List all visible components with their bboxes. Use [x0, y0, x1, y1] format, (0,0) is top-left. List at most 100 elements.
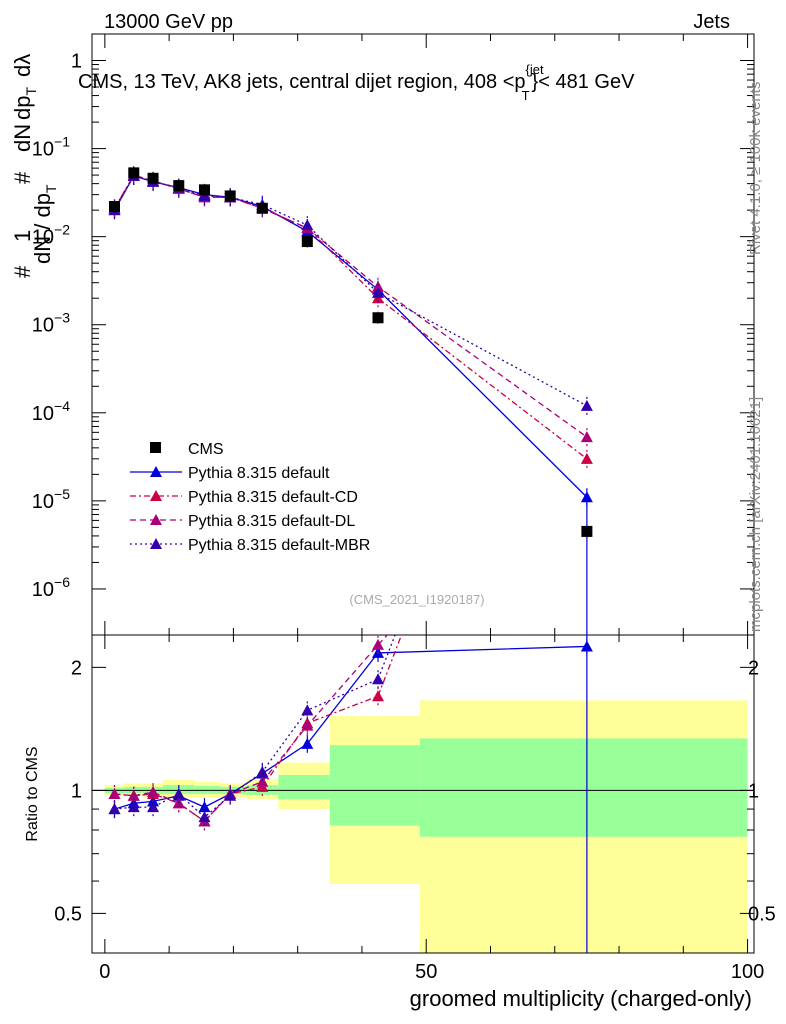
mbr-ratio-marker	[224, 789, 237, 801]
ratio-y-tick-label-right: 1	[748, 780, 759, 802]
legend-marker	[150, 514, 162, 525]
rivet-version: Rivet 4.1.0, ≥ 100k events	[747, 82, 764, 255]
mbr-ratio-marker	[395, 615, 407, 626]
ratio-y-tick-label-right: 0.5	[748, 903, 776, 925]
y-tick-label: 10−6	[32, 574, 70, 601]
header-right: Jets	[693, 11, 730, 33]
default-ratio-marker	[301, 737, 314, 749]
legend-label: CMS	[188, 441, 224, 458]
mbr-ratio-marker	[108, 803, 121, 815]
mcplots-credit: mcplots.cern.ch [arXiv:2401.10621]	[747, 397, 764, 632]
cd-ratio-marker	[401, 615, 413, 626]
legend-label: Pythia 8.315 default-CD	[188, 489, 358, 506]
default-line	[113, 175, 588, 498]
x-tick-label: 50	[415, 961, 437, 983]
dl-ratio-marker	[127, 789, 140, 801]
cd-marker	[580, 452, 593, 464]
dl-ratio-marker	[395, 615, 407, 626]
svg-text:dpTdλ: dpTdλ	[10, 54, 39, 120]
svg-text:#: #	[10, 171, 35, 184]
x-axis-label: groomed multiplicity (charged-only)	[410, 986, 752, 1011]
dl-ratio-marker	[256, 775, 269, 787]
band-green-bin	[329, 745, 420, 826]
data-point	[224, 190, 236, 202]
data-point	[147, 172, 159, 184]
mbr-ratio-marker	[198, 811, 211, 823]
mbr-marker	[301, 219, 314, 231]
legend-marker-data	[150, 442, 161, 453]
ratio-y-tick-label-left: 1	[71, 780, 82, 802]
legend-marker	[150, 466, 162, 477]
svg-text:dN / dpT: dN / dpT	[30, 184, 59, 264]
default-ratio-marker	[580, 640, 593, 652]
mbr-ratio-marker	[256, 765, 269, 777]
band-green-bin	[278, 775, 330, 800]
mbr-ratio-marker	[147, 801, 160, 813]
mbr-ratio-marker	[372, 673, 385, 685]
default-ratio-line	[114, 645, 587, 810]
default-ratio-marker	[198, 801, 211, 813]
data-point	[128, 167, 140, 179]
ratio-bands	[104, 700, 748, 953]
mbr-marker	[372, 286, 385, 298]
mbr-line	[113, 175, 588, 407]
ratio-series-group	[108, 615, 593, 953]
legend: CMS Pythia 8.315 default Pythia 8.315 defa…	[130, 441, 370, 554]
svg-text:dN: dN	[10, 124, 35, 152]
band-green-bin	[419, 738, 748, 837]
mbr-ratio-line	[114, 635, 396, 819]
data-point	[372, 312, 384, 324]
ratio-y-tick-label-left: 2	[71, 657, 82, 679]
y-tick-label: 1	[71, 51, 82, 73]
mbr-ratio-marker	[301, 704, 314, 716]
ratio-frame	[91, 634, 755, 954]
mbr-ratio-marker	[172, 787, 185, 799]
y-tick-label: 10−4	[32, 398, 70, 425]
main-y-label: # 1 dN / dpT # dN dpTdλ	[10, 54, 59, 278]
legend-label: Pythia 8.315 default-DL	[188, 513, 355, 530]
cd-ratio-line	[114, 635, 403, 823]
y-tick-label: 10−3	[32, 310, 70, 337]
svg-text:#: #	[10, 265, 35, 278]
ratio-y-tick-labels: 2 2 1 1 0.5 0.5	[54, 657, 776, 925]
default-marker	[580, 491, 593, 503]
y-tick-label: 10−1	[32, 134, 70, 161]
svg-text:1: 1	[10, 230, 35, 242]
data-point	[108, 200, 120, 212]
ratio-y-tick-label-left: 0.5	[54, 903, 82, 925]
data-point	[256, 202, 268, 214]
dl-line	[113, 175, 588, 438]
mbr-ratio-marker	[127, 801, 140, 813]
cd-line	[113, 174, 588, 460]
legend-label: Pythia 8.315 default	[188, 465, 330, 482]
x-tick-label: 100	[731, 961, 764, 983]
legend-marker	[150, 538, 162, 549]
dl-marker	[372, 280, 385, 292]
dl-marker	[580, 431, 593, 443]
data-point	[581, 525, 593, 537]
ratio-y-label: Ratio to CMS	[24, 746, 41, 841]
ratio-y-tick-label-right: 2	[748, 657, 759, 679]
y-tick-label: 10−2	[32, 222, 70, 249]
plot-title: CMS, 13 TeV, AK8 jets, central dijet reg…	[78, 62, 635, 103]
cd-ratio-marker	[372, 690, 385, 702]
main-series-group	[108, 166, 593, 635]
dl-ratio-line	[114, 635, 389, 823]
legend-label: Pythia 8.315 default-MBR	[188, 537, 370, 554]
dl-ratio-marker	[301, 719, 314, 731]
dl-ratio-marker	[372, 638, 385, 650]
mbr-marker	[580, 399, 593, 411]
legend-marker	[150, 490, 162, 501]
data-point	[173, 180, 185, 192]
axis-ticks	[92, 33, 754, 953]
data-point	[301, 236, 313, 248]
x-tick-label: 0	[99, 961, 110, 983]
header-left: 13000 GeV pp	[104, 11, 233, 33]
data-point	[198, 184, 210, 196]
y-tick-label: 10−5	[32, 486, 70, 513]
x-tick-labels: 0 50 100	[99, 961, 764, 983]
analysis-watermark: (CMS_2021_I1920187)	[349, 592, 484, 607]
main-y-tick-labels: 1 10−1 10−2 10−3 10−4 10−5 10−6	[32, 51, 82, 601]
dl-ratio-marker	[147, 786, 160, 798]
